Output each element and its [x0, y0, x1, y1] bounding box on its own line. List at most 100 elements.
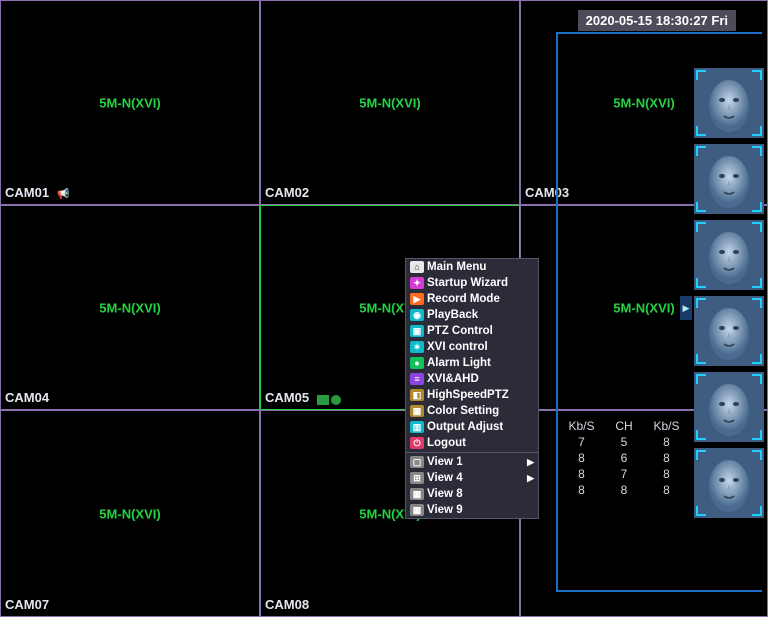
menu-item-label: View 1 [427, 456, 463, 468]
menu-item-label: Startup Wizard [427, 277, 508, 289]
bitrate-cell: 7 [556, 434, 607, 450]
submenu-arrow-icon: ▶ [527, 457, 534, 468]
menu-item-icon: ▦ [410, 504, 424, 516]
menu-item-color-setting[interactable]: ▦Color Setting [406, 403, 538, 419]
menu-item-label: XVI&AHD [427, 373, 479, 385]
face-thumbnail[interactable] [694, 448, 764, 518]
face-panel-collapse-handle[interactable]: ▶ [680, 296, 692, 320]
menu-item-icon: ⌂ [410, 261, 424, 273]
camera-cell-4[interactable]: 5M-N(XVI) CAM04 [0, 205, 260, 410]
menu-item-icon: ▶ [410, 293, 424, 305]
face-thumbnail[interactable] [694, 372, 764, 442]
camera-label: CAM07 [5, 597, 49, 612]
bitrate-cell: 8 [556, 450, 607, 466]
submenu-arrow-icon: ▶ [527, 473, 534, 484]
bitrate-row: 868 [556, 450, 692, 466]
menu-item-icon: ✦ [410, 277, 424, 289]
bitrate-cell: 8 [641, 482, 692, 498]
bitrate-cell: 8 [556, 466, 607, 482]
menu-item-alarm-light[interactable]: ●Alarm Light [406, 355, 538, 371]
menu-item-view-9[interactable]: ▦View 9 [406, 502, 538, 518]
resolution-label: 5M-N(XVI) [99, 506, 160, 521]
menu-item-label: PTZ Control [427, 325, 493, 337]
menu-item-label: PlayBack [427, 309, 478, 321]
face-thumbnail[interactable] [694, 296, 764, 366]
bitrate-row: 878 [556, 466, 692, 482]
bitrate-cell: 8 [641, 450, 692, 466]
bitrate-row: 758 [556, 434, 692, 450]
face-thumbnail[interactable] [694, 144, 764, 214]
camera-cell-7[interactable]: 5M-N(XVI) CAM07 [0, 410, 260, 617]
camera-label: CAM08 [265, 597, 309, 612]
context-menu: ⌂Main Menu✦Startup Wizard▶Record Mode◉Pl… [405, 258, 539, 519]
menu-item-icon: ◉ [410, 309, 424, 321]
bitrate-header: Kb/S [641, 418, 692, 434]
menu-item-label: Logout [427, 437, 466, 449]
camera-label: CAM03 [525, 185, 569, 200]
menu-item-view-8[interactable]: ▦View 8 [406, 486, 538, 502]
bitrate-cell: 8 [607, 482, 641, 498]
resolution-label: 5M-N(XVI) [359, 95, 420, 110]
menu-item-icon: ▦ [410, 405, 424, 417]
menu-item-xvi-control[interactable]: ✶XVI control [406, 339, 538, 355]
mic-icon: 📢 [57, 189, 69, 200]
menu-item-icon: ◧ [410, 389, 424, 401]
menu-item-label: Record Mode [427, 293, 500, 305]
bitrate-cell: 8 [556, 482, 607, 498]
menu-item-view-4[interactable]: ⊞View 4 ▶ [406, 470, 538, 486]
menu-item-startup-wizard[interactable]: ✦Startup Wizard [406, 275, 538, 291]
bitrate-table: Kb/SCHKb/S 758868878888 [556, 418, 692, 498]
camera-label: CAM02 [265, 185, 309, 200]
menu-item-main-menu[interactable]: ⌂Main Menu [406, 259, 538, 275]
menu-item-label: Output Adjust [427, 421, 503, 433]
bitrate-header: Kb/S [556, 418, 607, 434]
menu-item-label: Main Menu [427, 261, 486, 273]
face-detection-panel [694, 68, 764, 518]
resolution-label: 5M-N(XVI) [613, 300, 674, 315]
menu-item-xvi-ahd[interactable]: ≡XVI&AHD [406, 371, 538, 387]
bitrate-header: CH [607, 418, 641, 434]
camera-cell-2[interactable]: 5M-N(XVI) CAM02 [260, 0, 520, 205]
menu-item-label: XVI control [427, 341, 488, 353]
face-thumbnail[interactable] [694, 68, 764, 138]
menu-item-ptz-control[interactable]: ▣PTZ Control [406, 323, 538, 339]
menu-item-playback[interactable]: ◉PlayBack [406, 307, 538, 323]
resolution-label: 5M-N(XVI) [99, 300, 160, 315]
bitrate-row: 888 [556, 482, 692, 498]
bitrate-cell: 8 [641, 466, 692, 482]
menu-item-highspeedptz[interactable]: ◧HighSpeedPTZ [406, 387, 538, 403]
camera-label: CAM04 [5, 390, 49, 405]
menu-item-view-1[interactable]: ▢View 1 ▶ [406, 454, 538, 470]
menu-item-icon: ⊞ [410, 472, 424, 484]
camera-label: CAM01 [5, 185, 49, 200]
menu-item-icon: ✶ [410, 341, 424, 353]
menu-item-record-mode[interactable]: ▶Record Mode [406, 291, 538, 307]
menu-item-label: Alarm Light [427, 357, 491, 369]
resolution-label: 5M-N(XVI) [613, 95, 674, 110]
menu-item-icon: ≡ [410, 373, 424, 385]
record-indicator-icon [317, 395, 341, 405]
menu-item-icon: ▣ [410, 325, 424, 337]
camera-label: CAM05 [265, 390, 309, 405]
resolution-label: 5M-N(XVI) [99, 95, 160, 110]
timestamp-label: 2020-05-15 18:30:27 Fri [578, 10, 736, 31]
menu-item-output-adjust[interactable]: ▥Output Adjust [406, 419, 538, 435]
menu-item-logout[interactable]: ⏻Logout [406, 435, 538, 451]
context-menu-separator [406, 452, 538, 453]
camera-cell-1[interactable]: 5M-N(XVI) CAM01 📢 [0, 0, 260, 205]
menu-item-icon: ▥ [410, 421, 424, 433]
menu-item-label: HighSpeedPTZ [427, 389, 509, 401]
camera-grid: 5M-N(XVI) CAM01 📢 5M-N(XVI) CAM02 5M-N(XVI) CA… [0, 0, 768, 617]
menu-item-label: View 4 [427, 472, 463, 484]
face-thumbnail[interactable] [694, 220, 764, 290]
menu-item-icon: ● [410, 357, 424, 369]
menu-item-icon: ▢ [410, 456, 424, 468]
menu-item-icon: ▦ [410, 488, 424, 500]
bitrate-cell: 7 [607, 466, 641, 482]
menu-item-icon: ⏻ [410, 437, 424, 449]
menu-item-label: View 9 [427, 504, 463, 516]
menu-item-label: Color Setting [427, 405, 499, 417]
bitrate-cell: 6 [607, 450, 641, 466]
bitrate-cell: 8 [641, 434, 692, 450]
bitrate-cell: 5 [607, 434, 641, 450]
